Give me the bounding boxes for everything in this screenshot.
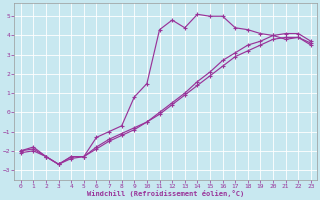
X-axis label: Windchill (Refroidissement éolien,°C): Windchill (Refroidissement éolien,°C) [87, 190, 244, 197]
